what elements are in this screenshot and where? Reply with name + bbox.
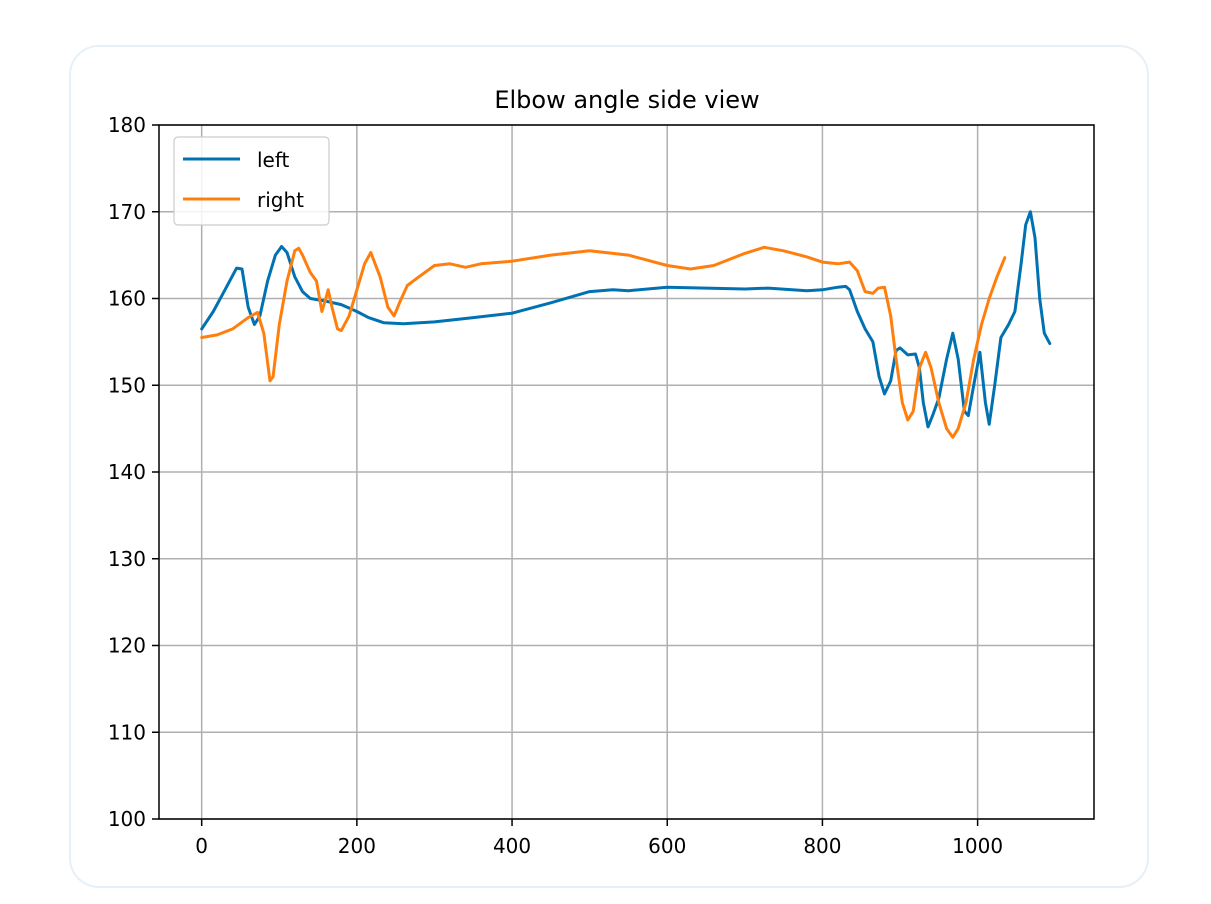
y-tick-label: 100 — [108, 807, 146, 831]
x-tick-label: 200 — [338, 834, 376, 858]
y-tick-label: 150 — [108, 373, 146, 397]
legend-label-left: left — [257, 148, 290, 172]
grid — [159, 124, 1094, 820]
x-tick-label: 600 — [648, 834, 686, 858]
y-tick-label: 170 — [108, 200, 146, 224]
y-tick-label: 180 — [108, 113, 146, 137]
y-tick-label: 120 — [108, 634, 146, 658]
legend: left right — [173, 136, 330, 226]
y-tick-label: 110 — [108, 720, 146, 744]
series-line-left — [200, 210, 1052, 429]
axes: 0 200 400 600 800 1000 100 110 120 130 140 150 160 17… — [108, 113, 1003, 858]
x-tick-label: 800 — [803, 834, 841, 858]
series-lines — [200, 210, 1052, 439]
x-tick-label: 0 — [195, 834, 208, 858]
y-tick-label: 160 — [108, 287, 146, 311]
x-tick-label: 400 — [493, 834, 531, 858]
x-tick-label: 1000 — [952, 834, 1003, 858]
legend-label-right: right — [257, 188, 304, 212]
y-tick-label: 140 — [108, 460, 146, 484]
y-tick-label: 130 — [108, 547, 146, 571]
series-line-right — [200, 245, 1007, 439]
chart-title: Elbow angle side view — [494, 86, 759, 114]
legend-box — [173, 136, 330, 226]
